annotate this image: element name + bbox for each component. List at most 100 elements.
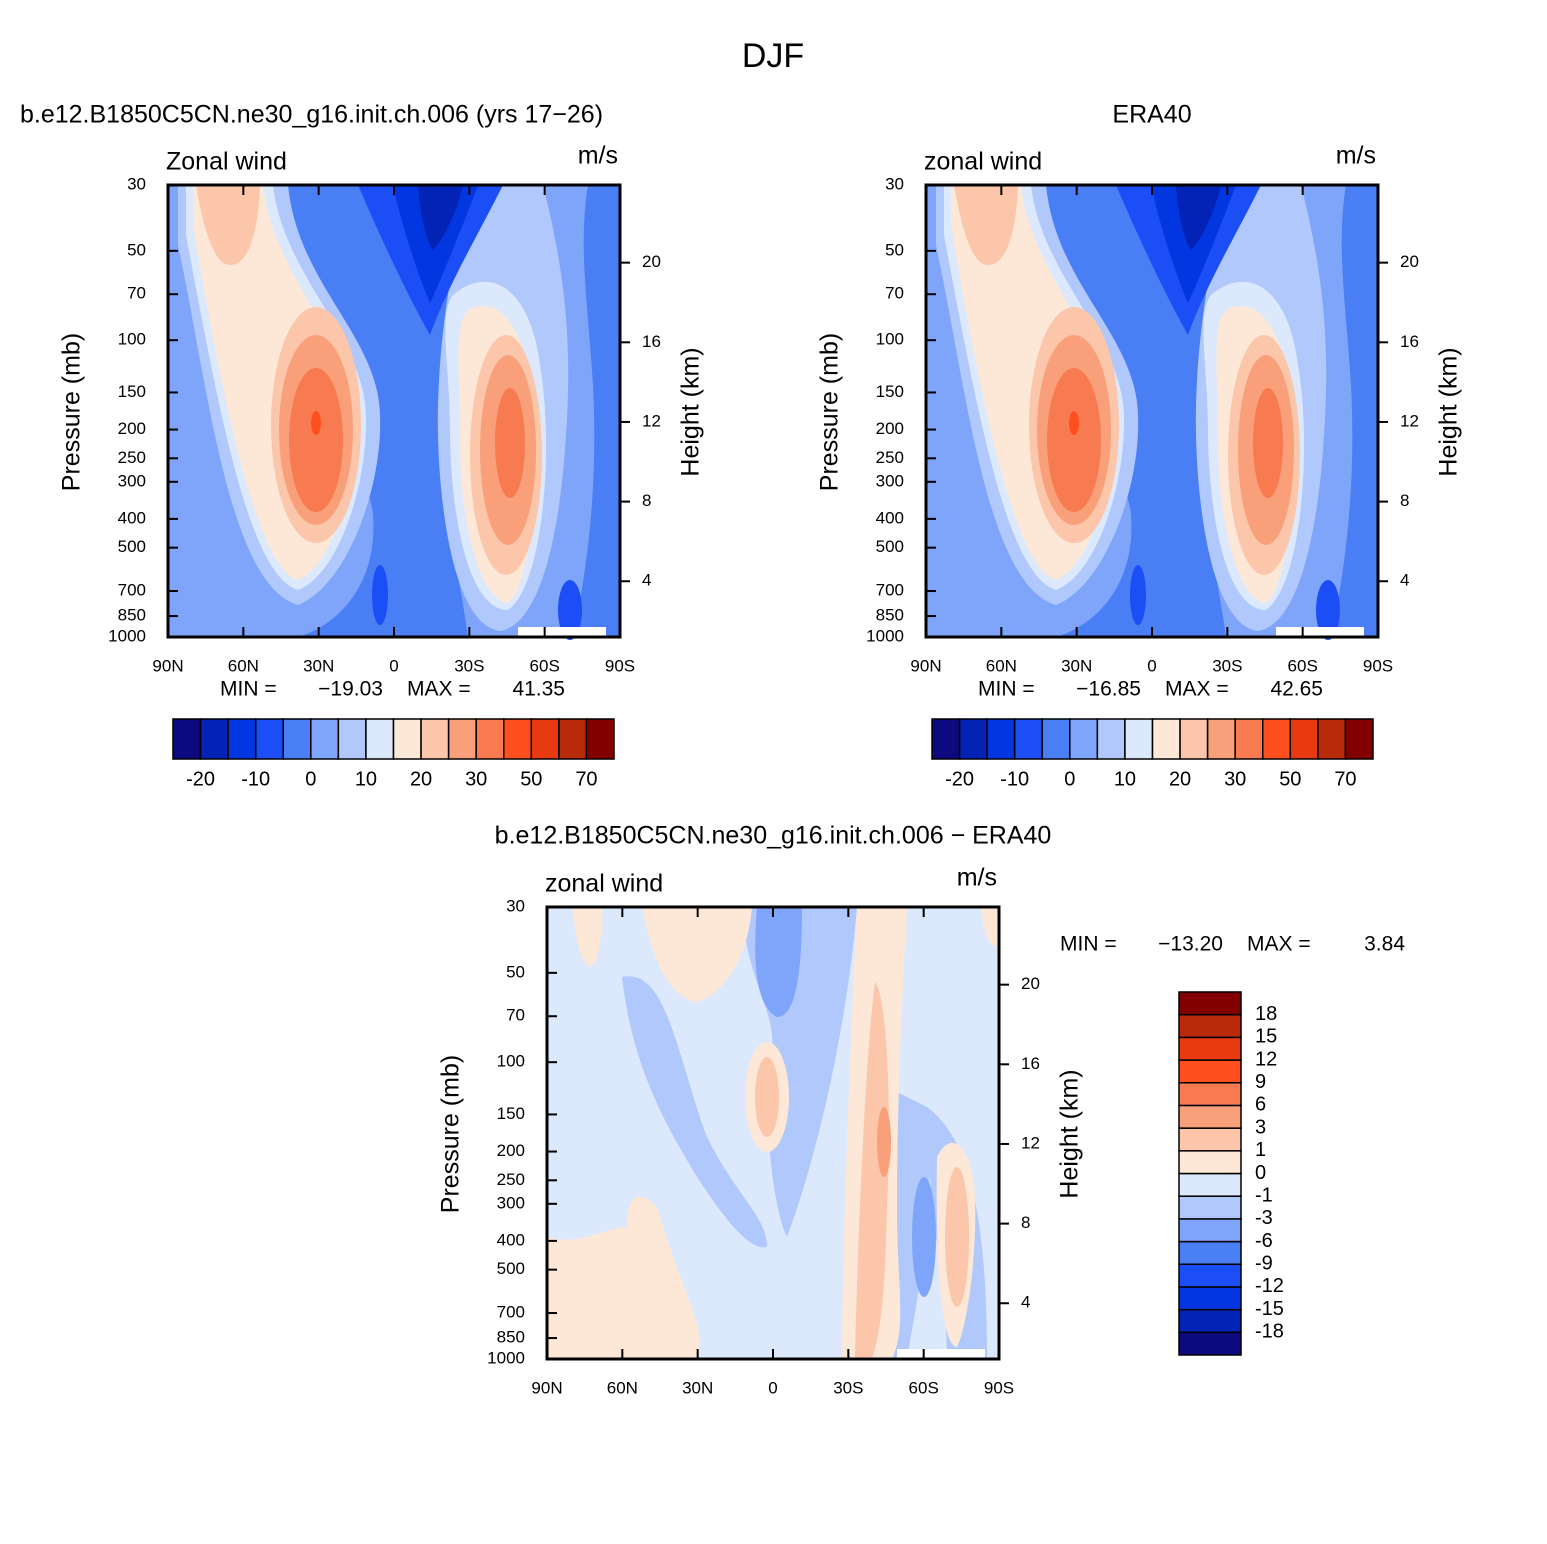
contour-fill <box>622 976 767 1248</box>
y2-tick-label: 4 <box>1400 571 1409 590</box>
y-tick-label: 250 <box>497 1170 525 1189</box>
colorbar-box <box>1178 1150 1242 1175</box>
y-tick-label: 150 <box>876 382 904 401</box>
colorbar-label: 0 <box>1255 1162 1266 1184</box>
contour-fill <box>311 411 321 435</box>
panel-title: b.e12.B1850C5CN.ne30_g16.init.ch.006 − E… <box>495 822 1052 850</box>
colorbar-box <box>1041 718 1071 760</box>
panel-title: b.e12.B1850C5CN.ne30_g16.init.ch.006 (yr… <box>20 101 603 129</box>
max-label: MAX = <box>1165 678 1229 701</box>
colorbar-box <box>1262 718 1292 760</box>
max-label: MAX = <box>1247 933 1311 956</box>
colorbar-label: 0 <box>305 768 316 790</box>
colorbar-box <box>1178 1286 1242 1311</box>
colorbar-box <box>1178 1240 1242 1265</box>
colorbar-label: 6 <box>1255 1094 1266 1116</box>
contour-fill <box>1316 580 1340 640</box>
y-tick-label: 200 <box>118 419 146 438</box>
x-tick-label: 30N <box>682 1378 713 1397</box>
contour-fill <box>558 580 582 640</box>
colorbar-box <box>475 718 505 760</box>
x-tick-label: 90S <box>1363 656 1393 675</box>
y-tick-label: 300 <box>118 471 146 490</box>
colorbar-label: -18 <box>1255 1321 1284 1343</box>
min-label: MIN = <box>978 678 1035 701</box>
x-tick-label: 60N <box>607 1378 638 1397</box>
colorbar-label: -1 <box>1255 1184 1273 1206</box>
y-tick-label: 70 <box>885 284 904 303</box>
contour-fill <box>755 907 802 1017</box>
contour-fill <box>372 565 388 625</box>
min-label: MIN = <box>1060 933 1117 956</box>
left-label: Zonal wind <box>166 148 287 176</box>
x-tick-label: 60N <box>228 656 259 675</box>
colorbar-box <box>1178 1263 1242 1288</box>
y2-axis-label: Height (km) <box>1435 347 1463 476</box>
colorbar-box <box>1234 718 1264 760</box>
colorbar-label: -10 <box>1000 768 1029 790</box>
colorbar-label: -3 <box>1255 1207 1273 1229</box>
y-tick-label: 1000 <box>108 626 146 645</box>
colorbar-box <box>1178 1127 1242 1152</box>
x-tick-label: 30N <box>1061 656 1092 675</box>
y2-tick-label: 8 <box>1400 491 1409 510</box>
contour-fill <box>912 1177 936 1297</box>
y2-tick-label: 4 <box>1021 1293 1030 1312</box>
colorbar-box <box>585 718 615 760</box>
y-tick-label: 150 <box>497 1104 525 1123</box>
contour-field <box>168 185 620 640</box>
y-tick-label: 200 <box>497 1141 525 1160</box>
units-label: m/s <box>1336 142 1376 170</box>
y2-tick-label: 12 <box>642 411 661 430</box>
x-tick-label: 0 <box>1147 656 1156 675</box>
y-tick-label: 200 <box>876 419 904 438</box>
y-tick-label: 250 <box>876 448 904 467</box>
y-tick-label: 500 <box>118 537 146 556</box>
colorbar-label: 18 <box>1255 1003 1277 1025</box>
x-tick-label: 0 <box>768 1378 777 1397</box>
missing-data <box>897 1349 985 1359</box>
x-tick-label: 90N <box>152 656 183 675</box>
colorbar-label: 0 <box>1064 768 1075 790</box>
colorbar-box <box>1179 718 1209 760</box>
max-label: MAX = <box>407 678 471 701</box>
colorbar-box <box>1124 718 1154 760</box>
colorbar-box <box>1178 1331 1242 1356</box>
missing-data <box>1276 627 1364 637</box>
contour-fill <box>196 185 260 265</box>
y2-tick-label: 8 <box>642 491 651 510</box>
y-tick-label: 250 <box>118 448 146 467</box>
contour-fill <box>418 185 463 250</box>
y2-tick-label: 12 <box>1021 1133 1040 1152</box>
contour-fill <box>495 388 525 498</box>
y-tick-label: 100 <box>118 330 146 349</box>
contour-fill <box>954 185 1018 265</box>
y-tick-label: 300 <box>497 1193 525 1212</box>
colorbar-box <box>1069 718 1099 760</box>
colorbar-box <box>1178 1308 1242 1334</box>
colorbar-label: 1 <box>1255 1139 1266 1161</box>
colorbar-box <box>199 718 229 760</box>
y-tick-label: 700 <box>876 581 904 600</box>
figure-title: DJF <box>742 37 804 75</box>
y2-tick-label: 8 <box>1021 1213 1030 1232</box>
colorbar-box <box>1178 1172 1242 1197</box>
contour-fill <box>855 982 889 1359</box>
colorbar-box <box>530 718 560 760</box>
colorbar-box <box>1178 1059 1242 1084</box>
y-tick-label: 70 <box>506 1006 525 1025</box>
x-tick-label: 60S <box>530 656 560 675</box>
contour-fill <box>945 1167 969 1307</box>
contour-field <box>926 185 1378 640</box>
units-label: m/s <box>578 142 618 170</box>
x-tick-label: 30S <box>833 1378 863 1397</box>
colorbar-box <box>958 718 988 760</box>
colorbar-label: 30 <box>1224 768 1246 790</box>
y-tick-label: 500 <box>876 537 904 556</box>
colorbar-box <box>1013 718 1043 760</box>
contour-fill <box>1253 388 1283 498</box>
colorbar-box <box>931 718 961 760</box>
x-tick-label: 90N <box>531 1378 562 1397</box>
min-value: −13.20 <box>1158 933 1223 956</box>
